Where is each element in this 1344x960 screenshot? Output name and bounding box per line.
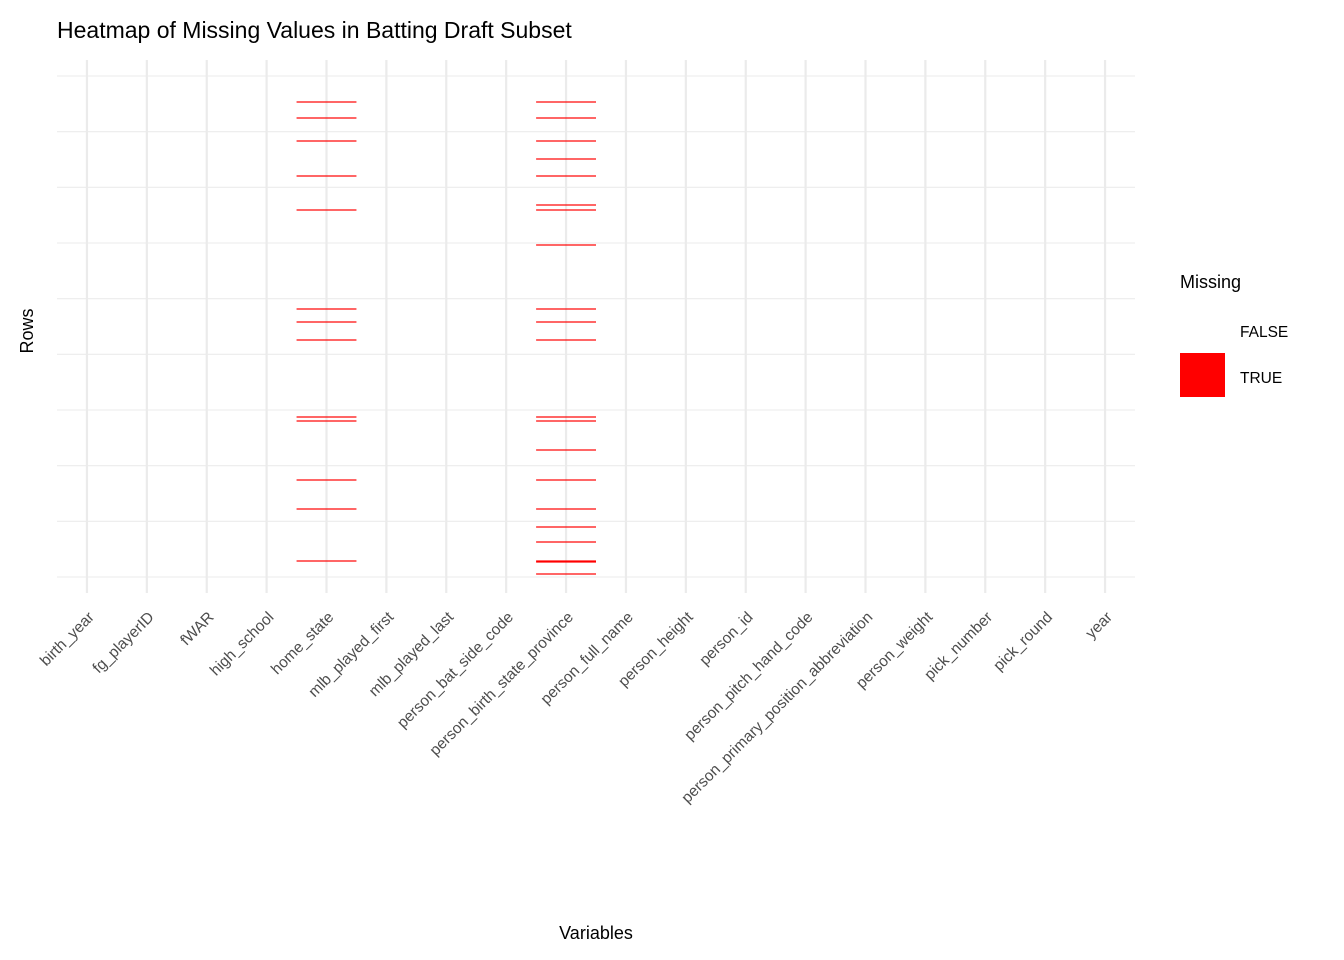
missing-tile-home_state: [296, 339, 357, 341]
missing-tile-home_state: [296, 175, 357, 177]
x-tick-label: birth_year: [37, 609, 98, 670]
y-axis-label: Rows: [17, 308, 37, 353]
chart-title: Heatmap of Missing Values in Batting Dra…: [57, 17, 572, 43]
missing-tile-person_birth_state_province: [536, 339, 596, 341]
missing-tile-person_birth_state_province: [536, 101, 596, 103]
missing-tile-home_state: [296, 420, 357, 422]
missing-tile-person_birth_state_province: [536, 479, 596, 481]
missing-tile-person_birth_state_province: [536, 561, 596, 563]
grid-lines: [57, 60, 1135, 593]
x-tick-label: high_school: [207, 609, 278, 680]
legend-key-true: [1180, 353, 1225, 397]
x-tick-label: fg_playerID: [90, 609, 158, 677]
missing-tile-person_birth_state_province: [536, 541, 596, 543]
legend-title: Missing: [1180, 272, 1241, 292]
missing-tile-person_birth_state_province: [536, 308, 596, 310]
x-tick-label: person_bat_side_code: [394, 609, 517, 732]
missing-tile-person_birth_state_province: [536, 204, 596, 206]
missing-tile-person_birth_state_province: [536, 416, 596, 418]
missing-tile-person_birth_state_province: [536, 117, 596, 119]
missing-tile-home_state: [296, 560, 357, 562]
missing-tile-person_birth_state_province: [536, 175, 596, 177]
missing-tile-home_state: [296, 209, 357, 211]
missing-tile-person_birth_state_province: [536, 244, 596, 246]
missing-tile-home_state: [296, 321, 357, 323]
x-tick-label: fWAR: [177, 609, 217, 649]
missing-tile-home_state: [296, 140, 357, 142]
x-tick-label: year: [1083, 609, 1116, 642]
missing-tile-home_state: [296, 101, 357, 103]
missing-tile-person_birth_state_province: [536, 526, 596, 528]
missing-tile-person_birth_state_province: [536, 560, 596, 562]
heatmap-tiles: [296, 101, 596, 575]
legend-label-false: FALSE: [1240, 324, 1288, 341]
legend-key-false: [1180, 308, 1225, 352]
missing-tile-home_state: [296, 117, 357, 119]
missing-tile-home_state: [296, 508, 357, 510]
x-tick-label: pick_round: [990, 609, 1056, 675]
legend: Missing FALSE TRUE: [1180, 272, 1288, 397]
missing-tile-person_birth_state_province: [536, 573, 596, 575]
missing-tile-person_birth_state_province: [536, 321, 596, 323]
x-axis-label: Variables: [559, 923, 633, 943]
missing-tile-home_state: [296, 308, 357, 310]
missing-tile-person_birth_state_province: [536, 158, 596, 160]
missing-tile-person_birth_state_province: [536, 420, 596, 422]
legend-label-true: TRUE: [1240, 370, 1282, 387]
missing-tile-person_birth_state_province: [536, 449, 596, 451]
missing-tile-person_birth_state_province: [536, 508, 596, 510]
missing-tile-home_state: [296, 479, 357, 481]
x-tick-label: person_id: [696, 609, 756, 669]
missing-tile-person_birth_state_province: [536, 140, 596, 142]
missing-tile-home_state: [296, 416, 357, 418]
missing-tile-person_birth_state_province: [536, 209, 596, 211]
